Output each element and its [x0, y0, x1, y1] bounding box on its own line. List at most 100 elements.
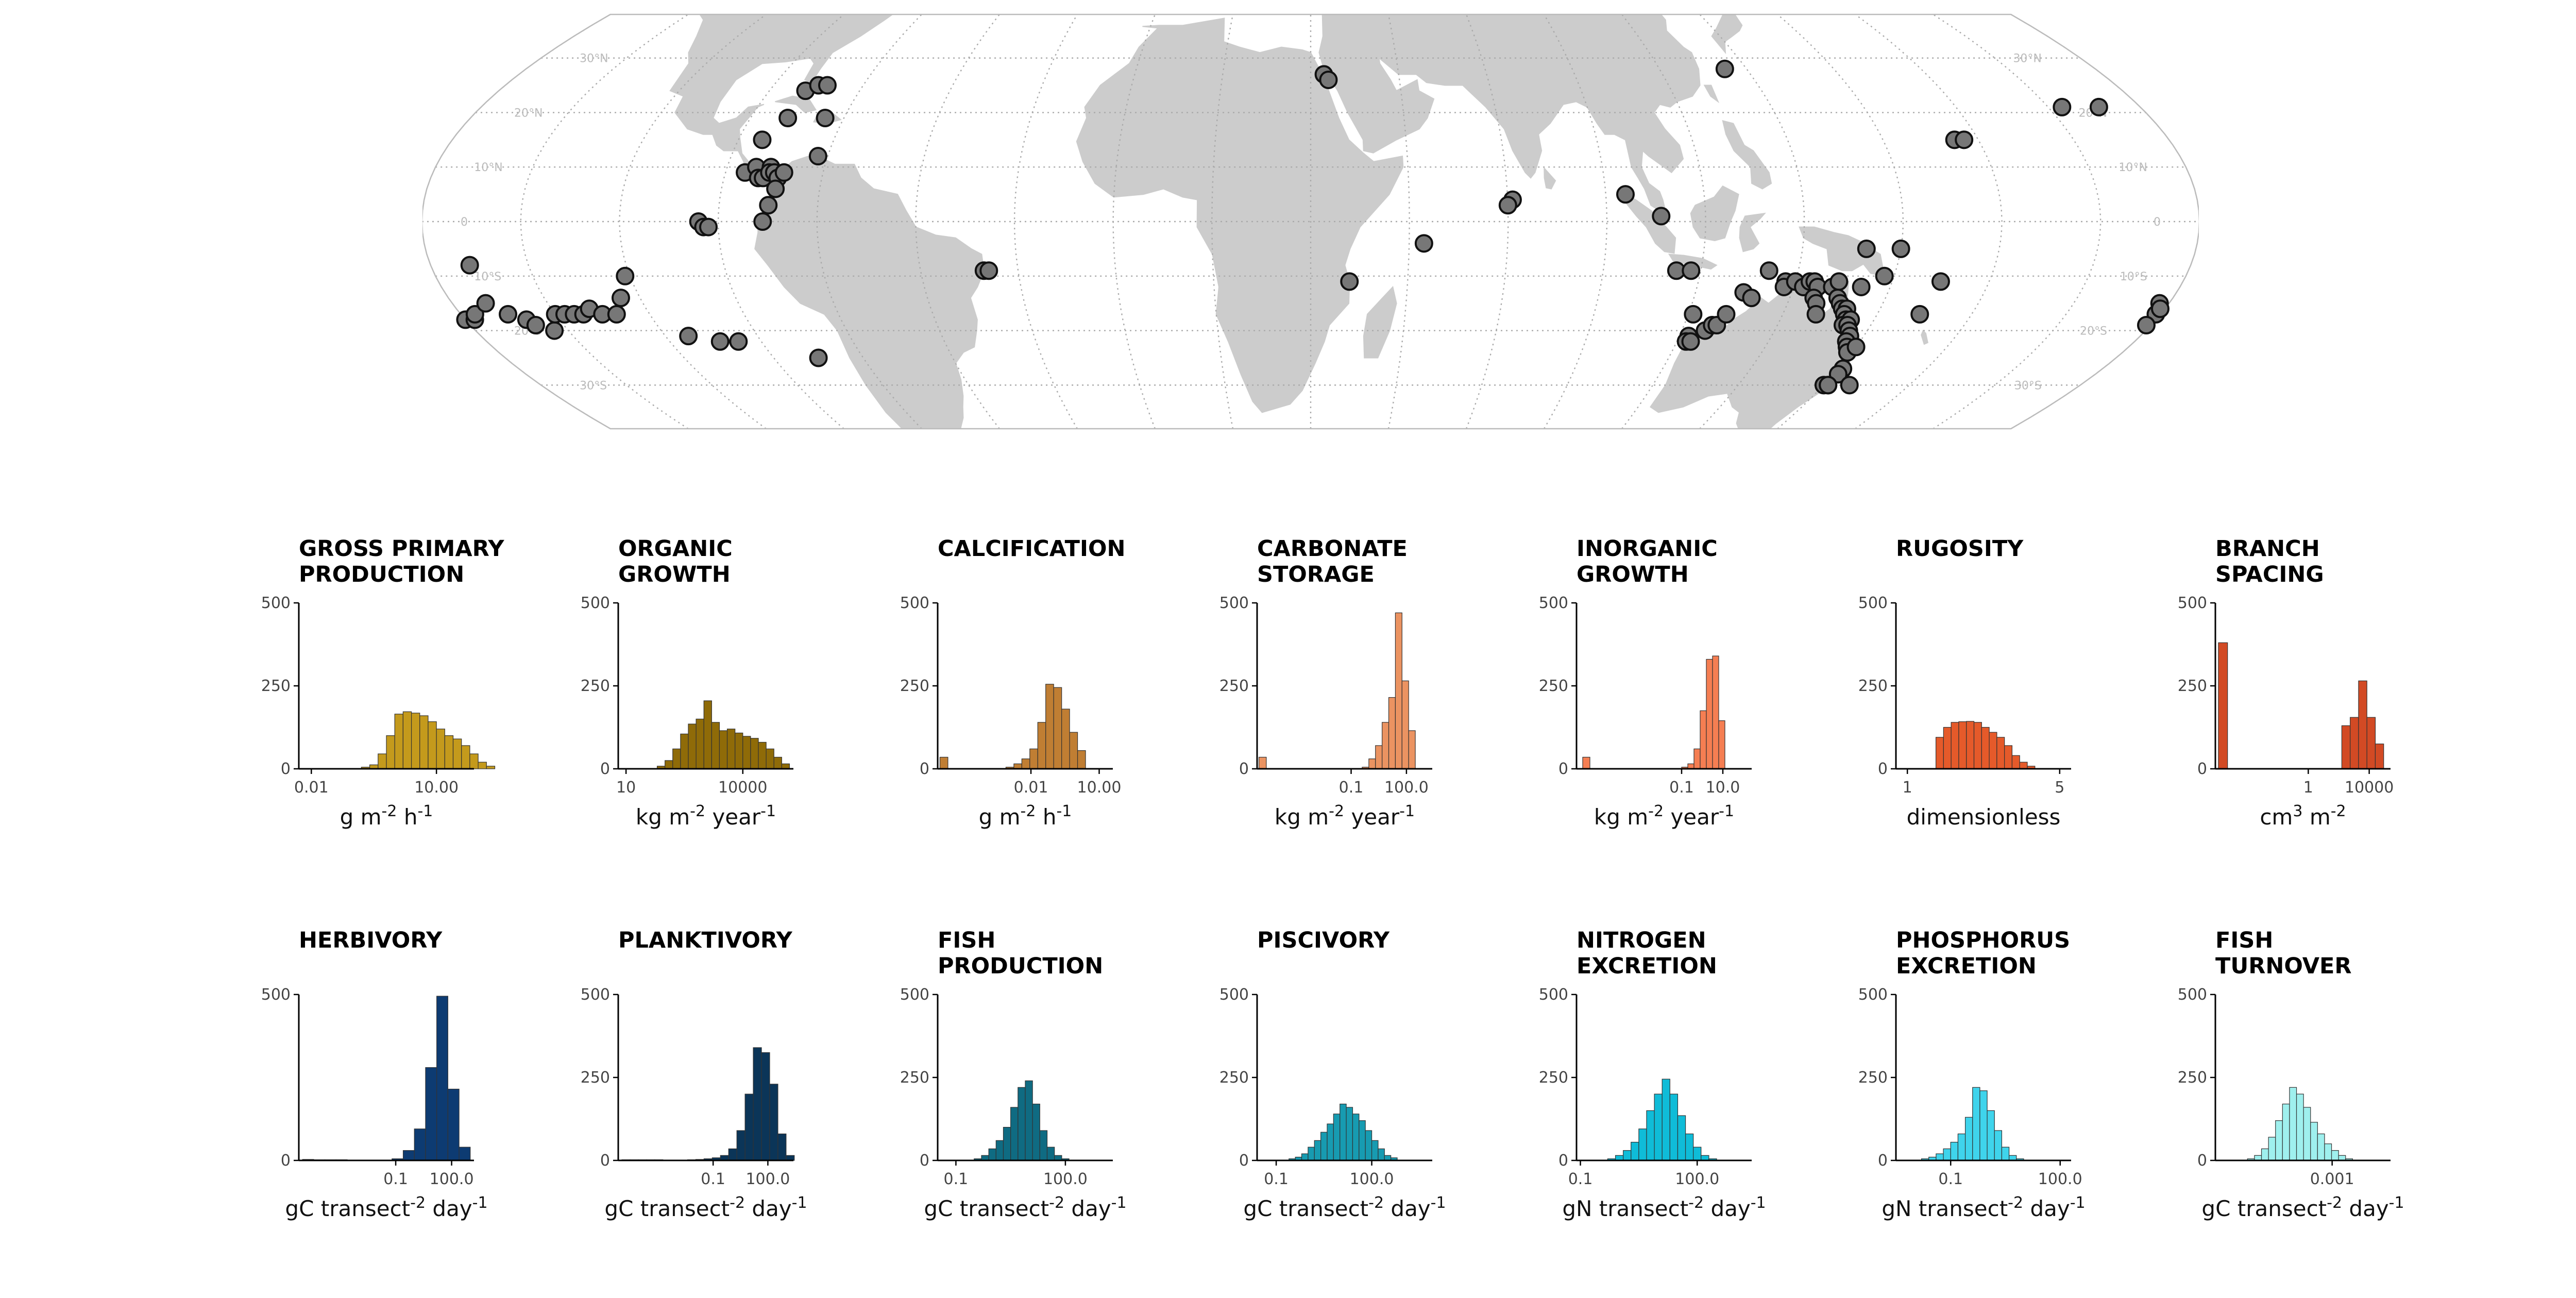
histogram-bar: [1046, 1147, 1055, 1161]
histogram-bar: [1378, 1148, 1385, 1161]
x-axis-unit-label: kg m-2 year-1: [1594, 802, 1734, 830]
histogram-panel: INORGANIC GROWTH 0 250 500 0.1 10.0 kg m-2 yea…: [1539, 536, 1844, 830]
x-tick-label: 100.0: [1675, 1170, 1719, 1188]
histogram-bar: [2004, 745, 2013, 769]
y-tick-label: 500: [1219, 986, 1249, 1004]
histogram-bar: [665, 760, 673, 769]
histogram-bar: [2282, 1103, 2290, 1161]
histogram-bar: [1943, 727, 1952, 769]
survey-site-point: [616, 266, 635, 285]
x-tick-label: 10000: [718, 779, 767, 797]
survey-site-point: [611, 289, 630, 308]
histogram-bar: [428, 721, 437, 769]
y-tick-label: 0: [2197, 1152, 2207, 1170]
histogram-bar: [688, 723, 697, 769]
gridline-lon: [1112, 14, 1156, 429]
panel-title: FISH TURNOVER: [2215, 928, 2352, 979]
y-tick-label: 500: [1858, 594, 1888, 612]
survey-site-point: [1340, 272, 1359, 291]
histogram-bar: [1957, 1133, 1966, 1161]
y-tick-label: 500: [900, 986, 929, 1004]
histogram-bar: [425, 1067, 437, 1161]
sumatra-land: [1619, 190, 1676, 254]
survey-site-point: [1857, 239, 1876, 258]
histogram-panel: ORGANIC GROWTH 0 250 500 10 10000 kg m-2 year-…: [581, 536, 886, 830]
histogram-bar: [1981, 727, 1990, 769]
survey-site-point: [766, 179, 785, 198]
histogram-bar: [1069, 732, 1078, 769]
y-tick-label: 500: [2178, 986, 2207, 1004]
histogram-bar: [2268, 1137, 2276, 1161]
survey-site-point: [679, 327, 698, 346]
map-panel: 30°N30°N20°N20°N10°N10°N0010°S10°S20°S20…: [421, 10, 2200, 433]
histogram-bar: [2296, 1093, 2304, 1161]
y-tick-label: 250: [2178, 1069, 2207, 1087]
histogram-bar: [1037, 722, 1046, 769]
histogram-bar: [1989, 732, 1997, 769]
histogram-bar: [1936, 1153, 1944, 1161]
y-tick-label: 250: [2178, 677, 2207, 695]
x-tick-label: 100.0: [430, 1170, 474, 1188]
histogram-bar: [1053, 687, 1062, 769]
gridline-lon: [1544, 14, 1608, 429]
x-tick-label: 1: [1903, 779, 1912, 797]
histogram-panel: BRANCH SPACING 0 250 500 1 10000 cm3 m-2: [2178, 536, 2483, 830]
y-tick-label: 500: [2178, 594, 2207, 612]
gridline-lon: [915, 14, 1000, 429]
panel-title: ORGANIC GROWTH: [618, 536, 733, 587]
x-tick-label: 0.01: [294, 779, 329, 797]
histogram-bar: [452, 738, 462, 769]
lat-label-right: 20°S: [2080, 325, 2107, 338]
x-axis-unit-label: kg m-2 year-1: [1275, 802, 1415, 830]
histogram-bar: [1352, 1114, 1360, 1161]
histogram-panel: PLANKTIVORY 0 250 500 0.1 100.0 gC transect-2 …: [581, 928, 886, 1221]
histogram-bar: [1638, 1128, 1647, 1161]
histogram-panel: FISH TURNOVER 0 250 500 0.001 gC transect-2 d…: [2178, 928, 2483, 1221]
lat-label-right: 0: [2154, 216, 2161, 229]
y-tick-label: 500: [261, 986, 291, 1004]
histogram-bar: [1039, 1130, 1048, 1161]
histogram-bar: [728, 1148, 737, 1161]
histogram-bar: [726, 729, 736, 769]
survey-site-point: [1682, 261, 1701, 280]
histogram-bar: [1964, 1117, 1973, 1161]
histogram-bar: [394, 714, 403, 769]
histogram-bar: [1987, 1110, 1995, 1161]
histogram-chart: 0 250 500 0.01 10.00 g m-2 h-1: [261, 594, 496, 830]
x-axis-unit-label: gC transect-2 day-1: [924, 1194, 1126, 1221]
histogram-bar: [1346, 1107, 1353, 1161]
histogram-bar: [2001, 1147, 2010, 1161]
histogram-bar: [1061, 709, 1070, 769]
histogram-bar: [1936, 737, 1944, 769]
histogram-bar: [1654, 1093, 1663, 1161]
gridline-lon: [1013, 14, 1078, 429]
histogram-bar: [402, 1150, 415, 1161]
histogram-bar: [1662, 1078, 1670, 1161]
y-tick-label: 250: [581, 1069, 610, 1087]
histogram-bar: [719, 730, 728, 769]
histogram-bar: [444, 735, 454, 769]
histogram-bar: [2310, 1122, 2318, 1161]
y-tick-label: 500: [1539, 594, 1568, 612]
histogram-bar: [1712, 655, 1719, 769]
histogram-bar: [1003, 1127, 1011, 1161]
survey-site-point: [1414, 234, 1433, 253]
y-tick-label: 0: [281, 760, 291, 778]
y-tick-label: 500: [581, 594, 610, 612]
histogram-bar: [1973, 722, 1982, 769]
y-tick-label: 500: [581, 986, 610, 1004]
histogram-bar: [1994, 1130, 2003, 1161]
x-tick-label: 10.0: [1706, 779, 1740, 797]
histogram-chart: 0 250 500 0.1 100.0 gN transect-2 day-1: [1539, 986, 1766, 1221]
histogram-bar: [753, 1047, 762, 1161]
histogram-bar: [761, 1052, 770, 1161]
histogram-bar: [2324, 1143, 2332, 1161]
north-america-land: [669, 14, 894, 184]
histogram-bar: [1646, 1110, 1655, 1161]
histogram-bar: [995, 1140, 1004, 1161]
survey-site-point: [778, 109, 798, 127]
histogram-chart: 0 250 500 0.1 100.0 gC transect-2 day-1: [900, 986, 1127, 1221]
japan-land: [1711, 14, 1743, 55]
histogram-bar: [1382, 722, 1389, 769]
